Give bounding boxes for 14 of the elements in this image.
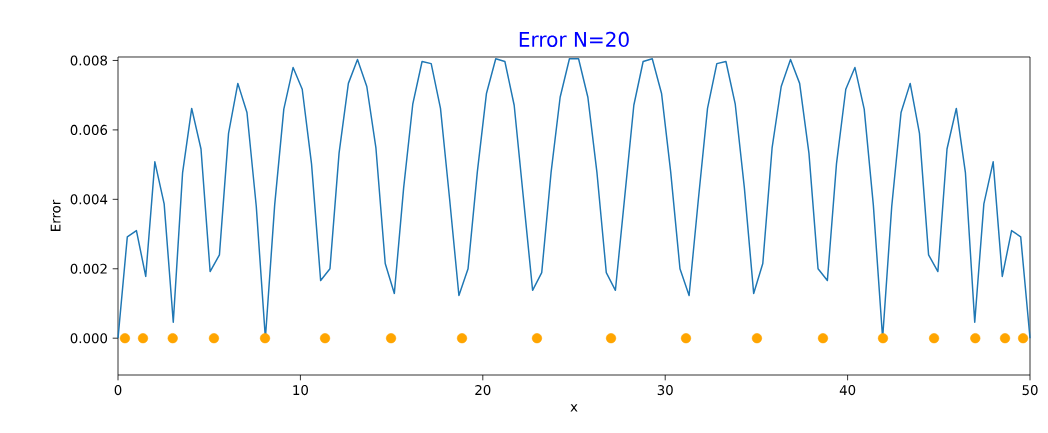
y-tick-label: 0.006 [70,124,108,135]
x-tick-label: 20 [475,385,491,396]
x-tick-label: 50 [1022,385,1038,396]
x-axis-title: x [570,404,578,412]
y-tick-label: 0.000 [70,333,108,344]
y-tick-label: 0.004 [70,194,108,205]
x-tick-label: 40 [839,385,856,396]
y-tick-label: 0.008 [70,55,108,66]
x-tick-label: 30 [657,385,673,396]
y-tick-label: 0.002 [70,263,107,274]
x-tick-label: 0 [114,385,122,396]
chart-title: Error N=20 [519,31,629,47]
y-axis-title: Error [50,199,61,231]
x-tick-label: 10 [293,385,309,396]
